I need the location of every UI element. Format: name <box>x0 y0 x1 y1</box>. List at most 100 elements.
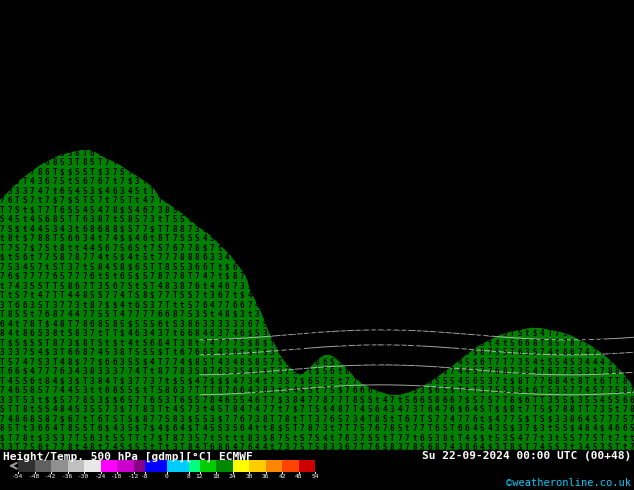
Text: 4: 4 <box>277 101 281 110</box>
Text: 7: 7 <box>592 244 597 253</box>
Text: T: T <box>314 282 320 291</box>
Text: 5: 5 <box>412 310 417 319</box>
Text: T: T <box>502 301 507 310</box>
Text: 5: 5 <box>337 130 342 139</box>
Text: S: S <box>314 187 320 196</box>
Text: 3: 3 <box>247 45 252 53</box>
Text: 4: 4 <box>195 443 199 452</box>
Text: t: t <box>510 272 514 281</box>
Text: 4: 4 <box>217 64 222 73</box>
Text: T: T <box>134 6 139 16</box>
Text: 4: 4 <box>285 310 289 319</box>
Text: S: S <box>300 434 304 443</box>
Text: 4: 4 <box>375 234 379 244</box>
Text: S: S <box>600 158 604 168</box>
Text: 6: 6 <box>255 225 259 234</box>
Text: 7: 7 <box>585 111 590 120</box>
Text: 5: 5 <box>457 339 462 348</box>
Text: t: t <box>60 329 64 339</box>
Text: S: S <box>150 168 154 177</box>
Text: 8: 8 <box>359 82 365 92</box>
Text: 7: 7 <box>277 443 281 452</box>
Text: T: T <box>412 73 417 82</box>
Text: 6: 6 <box>89 0 94 6</box>
Text: S: S <box>547 358 552 367</box>
Text: S: S <box>510 25 514 34</box>
Text: 3: 3 <box>232 6 237 16</box>
Text: T: T <box>337 263 342 272</box>
Text: 24: 24 <box>229 474 236 479</box>
Text: 7: 7 <box>390 253 394 263</box>
Text: 6: 6 <box>0 111 4 120</box>
Text: 8: 8 <box>382 111 387 120</box>
Text: $: $ <box>127 263 132 272</box>
Text: 6: 6 <box>105 386 109 395</box>
Text: T: T <box>277 25 281 34</box>
Text: 6: 6 <box>450 25 455 34</box>
Text: 4: 4 <box>502 187 507 196</box>
Text: 6: 6 <box>150 92 154 101</box>
Text: 8: 8 <box>630 405 634 415</box>
Text: $: $ <box>577 206 582 215</box>
Text: t: t <box>187 216 192 224</box>
Text: T: T <box>112 73 117 82</box>
Text: 5: 5 <box>420 377 424 386</box>
Text: T: T <box>322 253 327 263</box>
Text: T: T <box>269 339 275 348</box>
Text: 3: 3 <box>510 244 514 253</box>
Text: 7: 7 <box>89 177 94 186</box>
Text: 3: 3 <box>285 396 289 405</box>
Text: 6: 6 <box>502 16 507 25</box>
Text: 5: 5 <box>187 73 192 82</box>
Text: 5: 5 <box>89 45 94 53</box>
Text: 6: 6 <box>44 310 49 319</box>
Text: 4: 4 <box>232 377 237 386</box>
Text: 5: 5 <box>52 121 57 129</box>
Text: T: T <box>314 272 320 281</box>
Text: 7: 7 <box>510 310 514 319</box>
Bar <box>233 460 249 472</box>
Text: 6: 6 <box>210 121 214 129</box>
Text: 8: 8 <box>345 73 349 82</box>
Text: 4: 4 <box>397 310 402 319</box>
Text: 8: 8 <box>577 377 582 386</box>
Text: S: S <box>367 225 372 234</box>
Text: 7: 7 <box>269 377 275 386</box>
Text: 7: 7 <box>404 443 410 452</box>
Text: t: t <box>255 54 259 63</box>
Text: 6: 6 <box>150 158 154 168</box>
Text: S: S <box>622 196 627 205</box>
Text: 8: 8 <box>255 196 259 205</box>
Text: t: t <box>322 92 327 101</box>
Text: $: $ <box>600 101 604 110</box>
Text: 5: 5 <box>202 64 207 73</box>
Text: S: S <box>540 253 545 263</box>
Text: 5: 5 <box>359 424 365 433</box>
Text: 3: 3 <box>165 396 169 405</box>
Text: 3: 3 <box>630 6 634 16</box>
Text: 4: 4 <box>217 358 222 367</box>
Text: 5: 5 <box>142 443 147 452</box>
Text: 8: 8 <box>195 329 199 339</box>
Text: 6: 6 <box>622 45 627 53</box>
Text: 7: 7 <box>495 216 500 224</box>
Text: 7: 7 <box>37 0 42 6</box>
Text: 6: 6 <box>457 424 462 433</box>
Text: 7: 7 <box>532 443 537 452</box>
Text: 6: 6 <box>142 158 147 168</box>
Text: 7: 7 <box>472 206 477 215</box>
Text: 7: 7 <box>262 0 267 6</box>
Text: 8: 8 <box>269 434 275 443</box>
Text: 7: 7 <box>540 263 545 272</box>
Text: 3: 3 <box>37 16 42 25</box>
Text: S: S <box>142 339 147 348</box>
Text: 5: 5 <box>97 405 102 415</box>
Text: T: T <box>7 301 12 310</box>
Text: 8: 8 <box>353 253 357 263</box>
Text: S: S <box>450 121 455 129</box>
Text: 4: 4 <box>22 263 27 272</box>
Text: S: S <box>127 206 132 215</box>
Text: t: t <box>105 434 109 443</box>
Text: S: S <box>314 140 320 148</box>
Text: 7: 7 <box>404 64 410 73</box>
